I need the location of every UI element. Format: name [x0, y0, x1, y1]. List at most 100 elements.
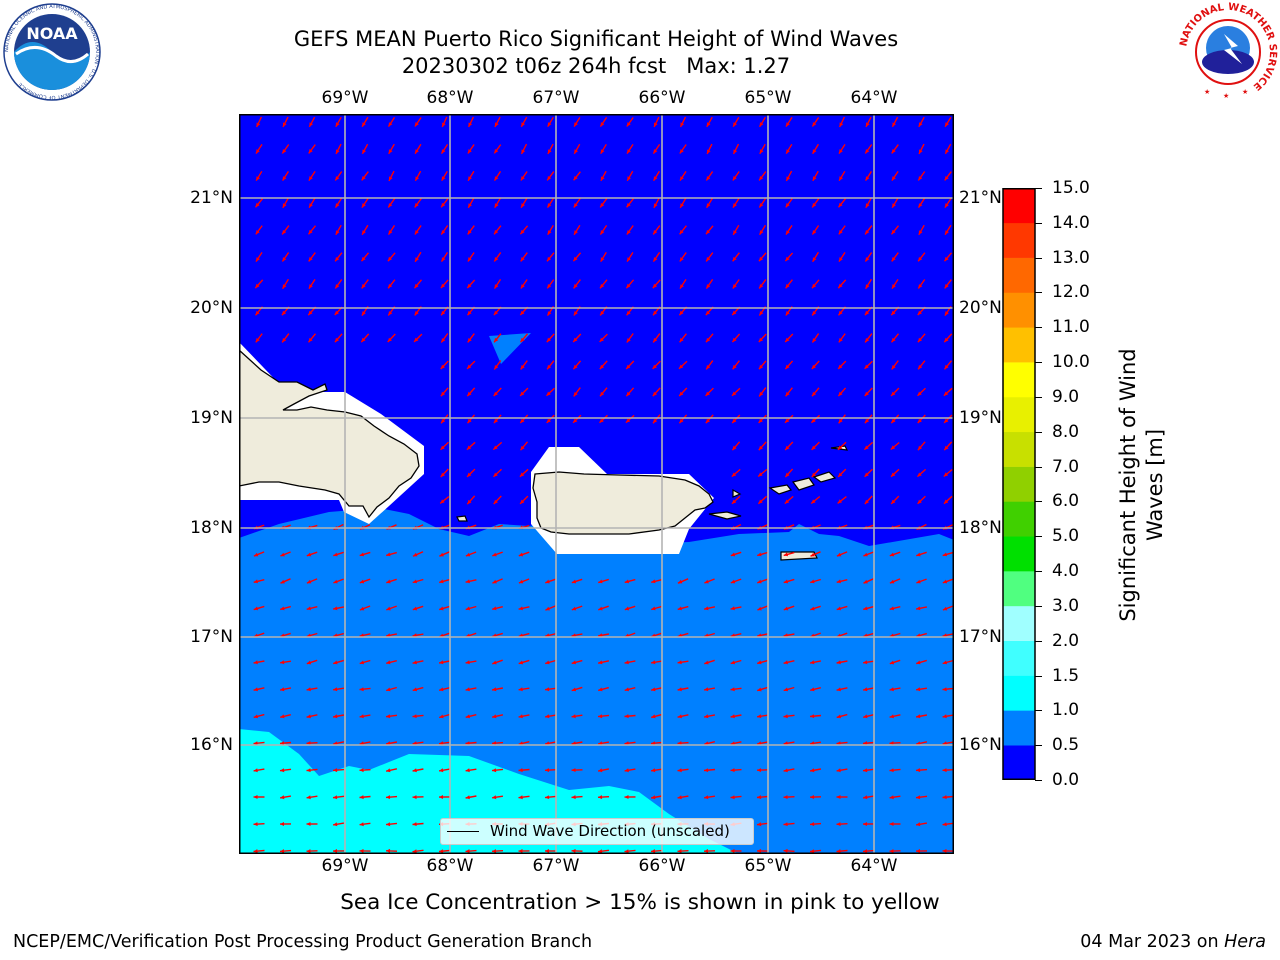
wave-direction-arrow — [836, 795, 848, 799]
wave-direction-arrow — [519, 333, 529, 343]
wave-direction-arrow — [942, 578, 954, 584]
wave-direction-arrow — [281, 333, 290, 343]
wave-direction-arrow — [650, 660, 663, 665]
wave-direction-arrow — [493, 387, 502, 397]
colorbar-tick-mark — [1035, 745, 1042, 747]
wave-direction-arrow — [280, 578, 291, 584]
colorbar-tick-label: 11.0 — [1052, 317, 1090, 338]
svg-text:NOAA: NOAA — [26, 24, 78, 43]
wave-direction-arrow — [279, 660, 292, 665]
wave-direction-arrow — [491, 795, 504, 800]
wave-direction-arrow — [332, 795, 345, 800]
wave-direction-arrow — [810, 495, 821, 505]
wave-direction-arrow — [757, 468, 768, 478]
lon-label-top: 66°W — [638, 88, 686, 108]
wave-direction-arrow — [306, 768, 318, 773]
wave-direction-arrow — [862, 741, 875, 746]
wave-direction-arrow — [651, 579, 662, 584]
wave-direction-arrow — [624, 768, 636, 773]
wave-direction-arrow — [439, 551, 450, 557]
wave-band-0.5-1.0-south — [769, 530, 954, 854]
wave-direction-arrow — [414, 225, 422, 235]
wave-direction-arrow — [412, 795, 424, 800]
colorbar-tick-label: 6.0 — [1052, 491, 1080, 512]
wave-direction-arrow — [677, 714, 689, 719]
wave-direction-arrow — [518, 659, 530, 665]
wave-direction-arrow — [467, 225, 475, 235]
wave-direction-arrow — [862, 795, 875, 800]
wave-direction-arrow — [494, 116, 501, 128]
wave-direction-arrow — [836, 822, 848, 827]
wave-direction-arrow — [519, 468, 529, 478]
wave-direction-arrow — [332, 849, 345, 853]
wave-direction-arrow — [626, 198, 634, 208]
wave-direction-arrow — [545, 659, 556, 665]
wave-direction-arrow — [809, 768, 822, 773]
wave-direction-arrow — [438, 849, 451, 854]
wave-direction-arrow — [704, 578, 715, 584]
wave-direction-arrow — [254, 198, 264, 208]
wave-direction-arrow — [387, 225, 396, 235]
wave-direction-arrow — [441, 170, 448, 182]
wave-direction-arrow — [599, 360, 608, 370]
wave-direction-arrow — [359, 659, 371, 665]
wave-direction-arrow — [308, 116, 316, 128]
wave-direction-arrow — [546, 279, 555, 289]
wave-direction-arrow — [677, 660, 689, 665]
wave-direction-arrow — [705, 171, 714, 181]
wave-direction-arrow — [942, 605, 954, 611]
wave-direction-arrow — [386, 660, 397, 665]
wave-direction-arrow — [838, 144, 846, 154]
wave-direction-arrow — [571, 686, 583, 692]
wave-direction-arrow — [439, 496, 450, 504]
wave-direction-arrow — [864, 387, 873, 397]
wave-direction-arrow — [493, 279, 502, 289]
wave-direction-arrow — [917, 495, 926, 505]
wave-direction-arrow — [783, 768, 795, 773]
wave-direction-arrow — [915, 795, 928, 800]
wave-direction-arrow — [279, 687, 292, 692]
wave-direction-arrow — [652, 144, 661, 154]
wave-direction-arrow — [943, 333, 953, 343]
wave-direction-arrow — [359, 687, 371, 692]
wave-direction-arrow — [335, 224, 342, 236]
wave-direction-arrow — [466, 414, 476, 424]
colorbar-tick-label: 5.0 — [1052, 526, 1080, 547]
wave-band-0.5-1.0-patch — [489, 333, 531, 364]
wave-direction-arrow — [308, 197, 316, 209]
wave-direction-arrow — [809, 849, 822, 854]
wave-direction-arrow — [571, 578, 583, 584]
wave-direction-arrow — [758, 333, 767, 343]
wave-direction-arrow — [306, 714, 318, 719]
wave-direction-arrow — [944, 116, 952, 128]
colorbar-segment — [1003, 327, 1035, 363]
colorbar-tick-mark — [1035, 222, 1042, 224]
wave-direction-arrow — [520, 143, 528, 155]
wave-direction-arrow — [784, 495, 794, 505]
wave-direction-arrow — [598, 605, 609, 611]
wave-direction-arrow — [308, 279, 316, 289]
wave-direction-arrow — [255, 252, 263, 262]
wave-direction-arrow — [732, 224, 740, 236]
wave-direction-arrow — [756, 849, 769, 853]
wave-direction-arrow — [809, 660, 822, 665]
wave-direction-arrow — [757, 605, 768, 611]
wave-direction-arrow — [836, 713, 848, 719]
wave-direction-arrow — [440, 360, 449, 370]
wave-direction-arrow — [334, 252, 343, 262]
wave-direction-arrow — [890, 441, 900, 451]
wave-direction-arrow — [679, 144, 687, 154]
wave-direction-arrow — [599, 198, 608, 208]
wave-direction-arrow — [467, 170, 475, 182]
footer-machine: Hera — [1224, 932, 1266, 952]
wave-direction-arrow — [438, 605, 451, 611]
wave-direction-arrow — [465, 768, 477, 773]
lon-label-top: 68°W — [426, 88, 474, 108]
lon-label-bottom: 66°W — [638, 856, 686, 876]
wave-direction-arrow — [785, 279, 793, 289]
wave-direction-arrow — [519, 414, 529, 424]
wave-direction-arrow — [785, 117, 793, 127]
wave-direction-arrow — [546, 414, 555, 424]
wave-direction-arrow — [650, 795, 663, 800]
wave-direction-arrow — [784, 360, 794, 370]
